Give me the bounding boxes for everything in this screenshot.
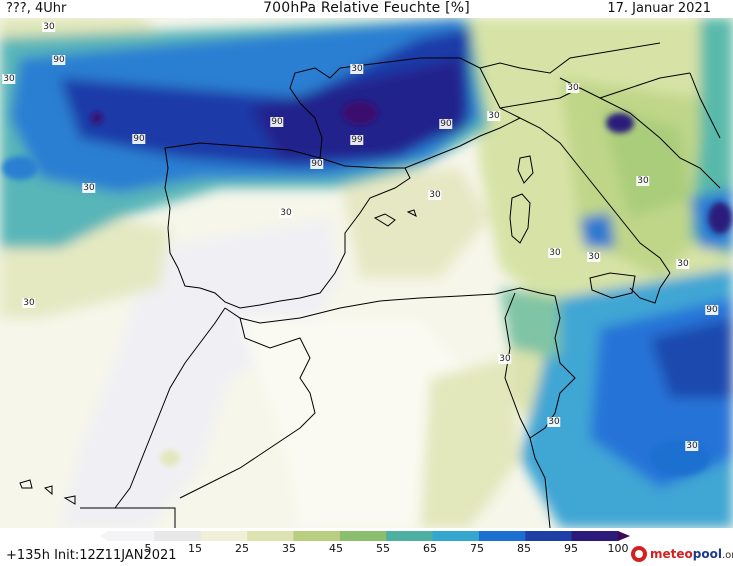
colorbar-swatch xyxy=(478,531,526,541)
colorbar-tick-label: 100 xyxy=(607,542,629,555)
colorbar-swatch xyxy=(108,531,155,541)
footer-bar: +135h Init:12Z11JAN2021 5 15 25 35 45 55 65 75 8… xyxy=(0,528,733,566)
logo-tld: .org xyxy=(721,550,733,561)
colorbar-swatch xyxy=(339,531,387,541)
contour-label: 30 xyxy=(42,22,56,32)
colorbar-swatch xyxy=(293,531,341,541)
contour-label: 30 xyxy=(487,111,501,121)
map-title: 700hPa Relative Feuchte [%] xyxy=(263,0,470,16)
contour-label: 30 xyxy=(350,64,364,74)
valid-time: ???, 4Uhr xyxy=(6,1,67,16)
contour-label: 30 xyxy=(676,259,690,269)
contour-label: 30 xyxy=(636,176,650,186)
init-time: +135h Init:12Z11JAN2021 xyxy=(6,548,177,563)
contour-label: 30 xyxy=(548,248,562,258)
humidity-map: 30 90 30 30 90 90 99 90 90 30 30 30 30 3… xyxy=(0,18,733,528)
contour-label: 30 xyxy=(82,183,96,193)
map-canvas xyxy=(0,18,733,528)
header-bar: ???, 4Uhr 700hPa Relative Feuchte [%] 17… xyxy=(0,0,733,18)
colorbar-swatch xyxy=(571,531,619,541)
colorbar-tick-label: 35 xyxy=(282,542,296,555)
contour-label: 90 xyxy=(310,159,324,169)
contour-label: 30 xyxy=(587,252,601,262)
colorbar-swatch xyxy=(525,531,573,541)
colorbar-tick-label: 65 xyxy=(423,542,437,555)
colorbar-tick-label: 45 xyxy=(329,542,343,555)
colorbar-min-arrow xyxy=(100,531,108,541)
colorbar-swatch xyxy=(154,531,202,541)
contour-label: 30 xyxy=(279,208,293,218)
contour-label: 90 xyxy=(439,119,453,129)
meteopool-logo[interactable]: meteopool.org xyxy=(631,544,733,564)
colorbar-tick-label: 55 xyxy=(376,542,390,555)
contour-label: 99 xyxy=(350,135,364,145)
contour-label: 30 xyxy=(547,417,561,427)
colorbar-swatch xyxy=(247,531,294,541)
colorbar-tick-label: 15 xyxy=(188,542,202,555)
colorbar-max-arrow xyxy=(618,531,630,541)
colorbar-tick-label: 95 xyxy=(564,542,578,555)
logo-name: pool xyxy=(692,547,722,561)
colorbar-tick-label: 5 xyxy=(144,542,152,555)
colorbar-swatches xyxy=(100,531,630,541)
colorbar: 5 15 25 35 45 55 65 75 85 95 100 xyxy=(100,530,630,564)
valid-date: 17. Januar 2021 xyxy=(607,1,711,16)
coastlines xyxy=(19,42,721,528)
colorbar-swatch xyxy=(200,531,248,541)
colorbar-swatch xyxy=(386,531,434,541)
colorbar-tick-label: 25 xyxy=(235,542,249,555)
contour-label: 30 xyxy=(498,354,512,364)
colorbar-swatch xyxy=(432,531,480,541)
contour-label: 90 xyxy=(52,55,66,65)
contour-label: 90 xyxy=(132,134,146,144)
contour-label: 30 xyxy=(22,298,36,308)
humidity-field xyxy=(0,18,733,528)
contour-label: 30 xyxy=(566,83,580,93)
logo-brand: meteo xyxy=(650,547,693,561)
contour-label: 30 xyxy=(2,74,16,84)
contour-label: 90 xyxy=(705,305,719,315)
logo-badge-icon xyxy=(631,546,647,562)
logo-text: meteopool.org xyxy=(650,547,733,561)
contour-label: 30 xyxy=(428,190,442,200)
colorbar-tick-label: 75 xyxy=(470,542,484,555)
colorbar-tick-label: 85 xyxy=(517,542,531,555)
contour-label: 90 xyxy=(270,117,284,127)
contour-label: 30 xyxy=(685,441,699,451)
